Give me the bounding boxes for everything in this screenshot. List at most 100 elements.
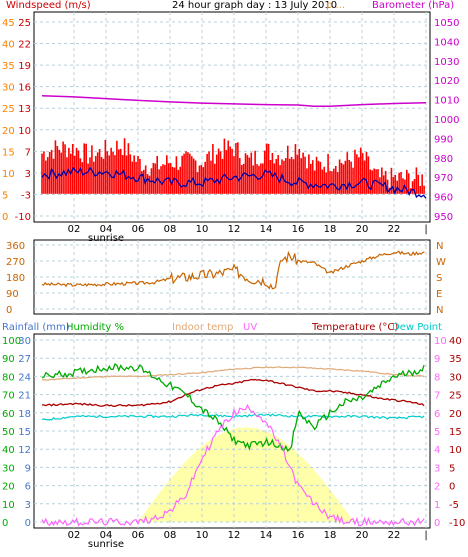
rain-tick-label: 3 bbox=[25, 500, 31, 511]
windspeed-bars bbox=[41, 138, 425, 194]
rain-tick-label: 21 bbox=[18, 391, 31, 402]
compass-tick-label: N bbox=[436, 305, 443, 316]
uv-tick-label: 4 bbox=[434, 445, 440, 456]
x-tick-label: 10 bbox=[196, 224, 209, 235]
temp-tick-label: 20 bbox=[449, 409, 462, 420]
x-tick-label: 12 bbox=[228, 530, 241, 541]
bft-tick-label: 40 bbox=[2, 40, 15, 51]
bft-tick-label: 0 bbox=[2, 212, 8, 223]
x-tick-label: | bbox=[424, 224, 427, 235]
humidity-tick-label: 80 bbox=[2, 372, 15, 383]
rain-tick-label: 30 bbox=[18, 336, 31, 347]
temp-tick-label: 35 bbox=[449, 354, 462, 365]
barometer-line bbox=[41, 94, 427, 107]
rain-tick-label: 27 bbox=[18, 354, 31, 365]
x-tick-label: 02 bbox=[68, 530, 81, 541]
barometer-tick-label: 980 bbox=[434, 154, 453, 165]
x-tick-label: 16 bbox=[292, 224, 305, 235]
legend-label: Rainfall (mm) bbox=[2, 322, 70, 333]
compass-tick-label: W bbox=[436, 257, 446, 268]
barometer-tick-label: 990 bbox=[434, 134, 453, 145]
direction-line bbox=[41, 250, 425, 290]
direction-tick-label: 360 bbox=[6, 241, 25, 252]
x-tick-label: 06 bbox=[132, 530, 145, 541]
barometer-tick-label: 1000 bbox=[434, 115, 459, 126]
humidity-tick-label: 50 bbox=[2, 427, 15, 438]
temperature-line bbox=[41, 378, 425, 407]
wind-title-left: Windspeed (m/s) bbox=[6, 0, 91, 11]
legend-label: Dew Point bbox=[392, 322, 442, 333]
x-tick-label: 22 bbox=[388, 530, 401, 541]
ms-tick-label: 16 bbox=[18, 83, 31, 94]
uv-tick-label: 3 bbox=[434, 463, 440, 474]
uv-tick-label: 6 bbox=[434, 409, 440, 420]
humidity-tick-label: 40 bbox=[2, 445, 15, 456]
ms-tick-label: 3 bbox=[25, 169, 31, 180]
rain-tick-label: 12 bbox=[18, 445, 31, 456]
legend-label: UV bbox=[243, 322, 257, 333]
uv-tick-label: 7 bbox=[434, 391, 440, 402]
x-tick-label: 18 bbox=[324, 224, 337, 235]
indoor-temp-line bbox=[41, 366, 425, 381]
chart-title: 24 hour graph day : 13 July 2010 bbox=[172, 0, 337, 11]
humidity-tick-label: 0 bbox=[2, 518, 8, 529]
x-tick-label: 14 bbox=[260, 224, 273, 235]
bft-tick-label: 20 bbox=[2, 126, 15, 137]
barometer-tick-label: 1020 bbox=[434, 76, 459, 87]
uv-tick-label: 0 bbox=[434, 518, 440, 529]
rain-tick-label: 6 bbox=[25, 482, 31, 493]
bft-tick-label: 10 bbox=[2, 169, 15, 180]
direction-tick-label: 270 bbox=[6, 257, 25, 268]
barometer-tick-label: 960 bbox=[434, 193, 453, 204]
temp-tick-label: 25 bbox=[449, 391, 462, 402]
x-tick-label: 08 bbox=[164, 530, 177, 541]
humidity-tick-label: 70 bbox=[2, 391, 15, 402]
uv-tick-label: 9 bbox=[434, 354, 440, 365]
x-tick-label: 06 bbox=[132, 224, 145, 235]
ms-tick-label: -3 bbox=[21, 190, 31, 201]
bft-tick-label: 30 bbox=[2, 83, 15, 94]
x-tick-label: 20 bbox=[356, 224, 369, 235]
ms-tick-label: 10 bbox=[18, 126, 31, 137]
rain-tick-label: 24 bbox=[18, 372, 31, 383]
humidity-tick-label: 10 bbox=[2, 500, 15, 511]
x-tick-label: 02 bbox=[68, 224, 81, 235]
barometer-tick-label: 1040 bbox=[434, 37, 459, 48]
barometer-tick-label: 970 bbox=[434, 173, 453, 184]
ms-tick-label: 22 bbox=[18, 40, 31, 51]
x-tick-label: 10 bbox=[196, 530, 209, 541]
dewpoint-line bbox=[41, 413, 425, 421]
sunrise-label: sunrise bbox=[88, 539, 124, 550]
ms-tick-label: 7 bbox=[25, 147, 31, 158]
direction-tick-label: 180 bbox=[6, 273, 25, 284]
ms-tick-label: 13 bbox=[18, 104, 31, 115]
legend-extra: p ... bbox=[326, 0, 345, 11]
uv-line bbox=[41, 403, 425, 527]
barometer-tick-label: 1050 bbox=[434, 18, 459, 29]
compass-tick-label: N bbox=[436, 241, 443, 252]
ms-tick-label: -10 bbox=[15, 212, 31, 223]
uv-tick-label: 5 bbox=[434, 427, 440, 438]
legend-label: Humidity % bbox=[66, 322, 124, 333]
temp-tick-label: 40 bbox=[449, 336, 462, 347]
bft-tick-label: 25 bbox=[2, 104, 15, 115]
temp-tick-label: 10 bbox=[449, 445, 462, 456]
direction-tick-label: 0 bbox=[6, 305, 12, 316]
x-tick-label: 18 bbox=[324, 530, 337, 541]
humidity-tick-label: 30 bbox=[2, 463, 15, 474]
wind-panel-frame bbox=[33, 11, 431, 223]
direction-tick-label: 90 bbox=[6, 289, 19, 300]
barometer-tick-label: 1030 bbox=[434, 57, 459, 68]
uv-tick-label: 2 bbox=[434, 482, 440, 493]
rain-tick-label: 0 bbox=[25, 518, 31, 529]
rain-tick-label: 18 bbox=[18, 409, 31, 420]
uv-tick-label: 10 bbox=[434, 336, 447, 347]
uv-tick-label: 1 bbox=[434, 500, 440, 511]
temp-tick-label: 0 bbox=[449, 482, 455, 493]
humidity-tick-label: 60 bbox=[2, 409, 15, 420]
compass-tick-label: E bbox=[436, 289, 442, 300]
x-tick-label: | bbox=[424, 530, 427, 541]
humidity-tick-label: 90 bbox=[2, 354, 15, 365]
temp-tick-label: 5 bbox=[449, 463, 455, 474]
humidity-line bbox=[41, 363, 425, 452]
